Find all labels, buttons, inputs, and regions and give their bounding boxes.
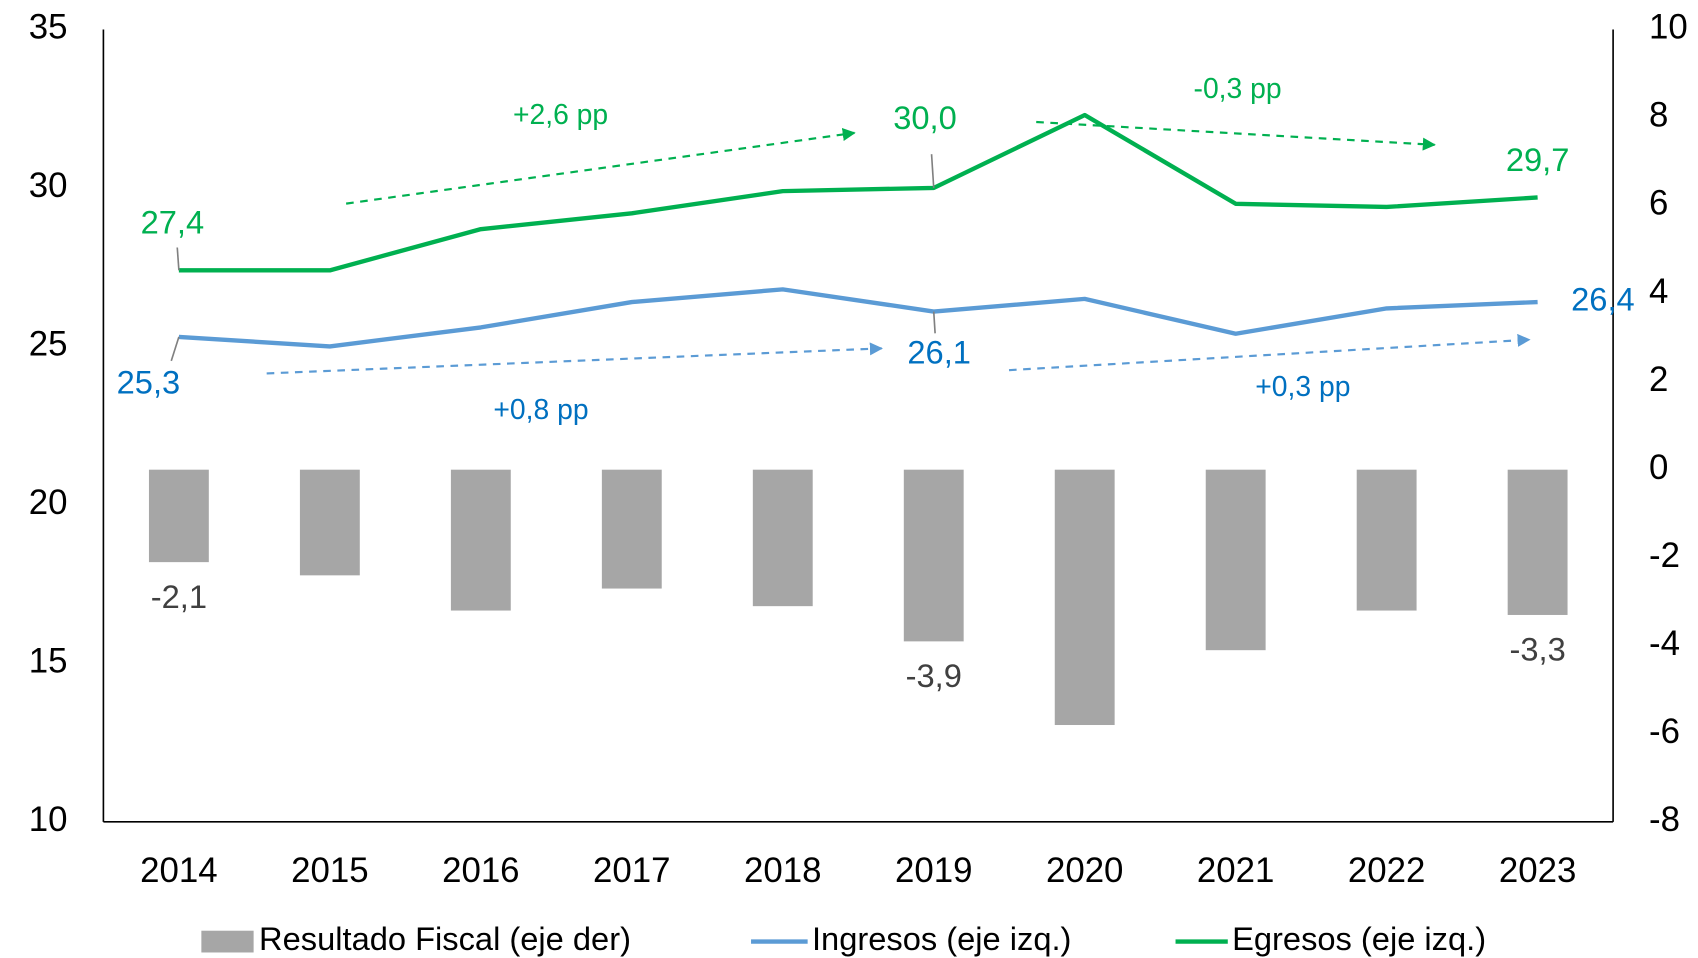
bar xyxy=(1356,469,1417,611)
data-label: 27,4 xyxy=(141,203,205,240)
data-label: 29,7 xyxy=(1506,141,1570,178)
y-tick-label: 10 xyxy=(29,800,68,839)
bar xyxy=(903,469,964,642)
y2-tick-label: 4 xyxy=(1649,272,1668,311)
x-tick-label: 2019 xyxy=(895,851,972,890)
y2-tick-label: -8 xyxy=(1649,800,1680,839)
data-label: 25,3 xyxy=(117,363,181,400)
data-label: 26,1 xyxy=(907,334,971,371)
y-tick-label: 25 xyxy=(29,325,68,364)
y-tick-label: 20 xyxy=(29,483,68,522)
leader-line xyxy=(930,154,935,188)
trend-arrow xyxy=(266,342,883,375)
y-tick-label: 15 xyxy=(29,642,68,681)
x-tick-label: 2014 xyxy=(140,851,217,890)
bar xyxy=(1054,469,1115,726)
y2-tick-label: -2 xyxy=(1649,536,1680,575)
line xyxy=(178,112,1538,273)
x-tick-label: 2021 xyxy=(1197,851,1274,890)
bar xyxy=(1205,469,1266,651)
legend-label: Resultado Fiscal (eje der) xyxy=(259,920,631,957)
x-tick-label: 2015 xyxy=(291,851,368,890)
leader-line xyxy=(176,247,180,271)
x-tick-label: 2016 xyxy=(442,851,519,890)
line xyxy=(178,287,1538,349)
bar xyxy=(148,469,209,563)
bar xyxy=(752,469,813,607)
y-tick-label: 30 xyxy=(29,166,68,205)
bar xyxy=(1507,469,1568,615)
data-label: 30,0 xyxy=(893,99,957,136)
y2-tick-label: 0 xyxy=(1649,448,1668,487)
legend-label: Ingresos (eje izq.) xyxy=(812,920,1071,957)
y2-tick-label: 2 xyxy=(1649,360,1668,399)
bar xyxy=(450,469,511,611)
annotation: -0,3 pp xyxy=(1194,72,1282,104)
y2-tick-label: -6 xyxy=(1649,712,1680,751)
bar xyxy=(601,469,662,589)
x-tick-label: 2018 xyxy=(744,851,821,890)
legend-swatch xyxy=(201,930,254,953)
data-label: -3,9 xyxy=(906,657,962,694)
y2-tick-label: 6 xyxy=(1649,184,1668,223)
trend-arrow xyxy=(1036,120,1436,151)
annotation: +0,3 pp xyxy=(1255,370,1350,402)
legend-label: Egresos (eje izq.) xyxy=(1232,920,1486,957)
annotation: +2,6 pp xyxy=(513,98,608,130)
data-label: -2,1 xyxy=(151,578,207,615)
y2-tick-label: 10 xyxy=(1649,8,1688,47)
trend-arrow xyxy=(1008,333,1531,372)
data-label: -3,3 xyxy=(1509,631,1565,668)
annotation: +0,8 pp xyxy=(493,393,588,425)
x-tick-label: 2020 xyxy=(1046,851,1123,890)
leader-line xyxy=(932,311,936,334)
y2-tick-label: -4 xyxy=(1649,624,1680,663)
data-label: 26,4 xyxy=(1571,281,1635,318)
x-tick-label: 2017 xyxy=(593,851,670,890)
bar xyxy=(299,469,360,576)
y2-tick-label: 8 xyxy=(1649,96,1668,135)
x-tick-label: 2023 xyxy=(1499,851,1576,890)
x-tick-label: 2022 xyxy=(1348,851,1425,890)
trend-arrow xyxy=(345,128,856,205)
y-tick-label: 35 xyxy=(29,8,68,47)
leader-line xyxy=(170,336,180,362)
